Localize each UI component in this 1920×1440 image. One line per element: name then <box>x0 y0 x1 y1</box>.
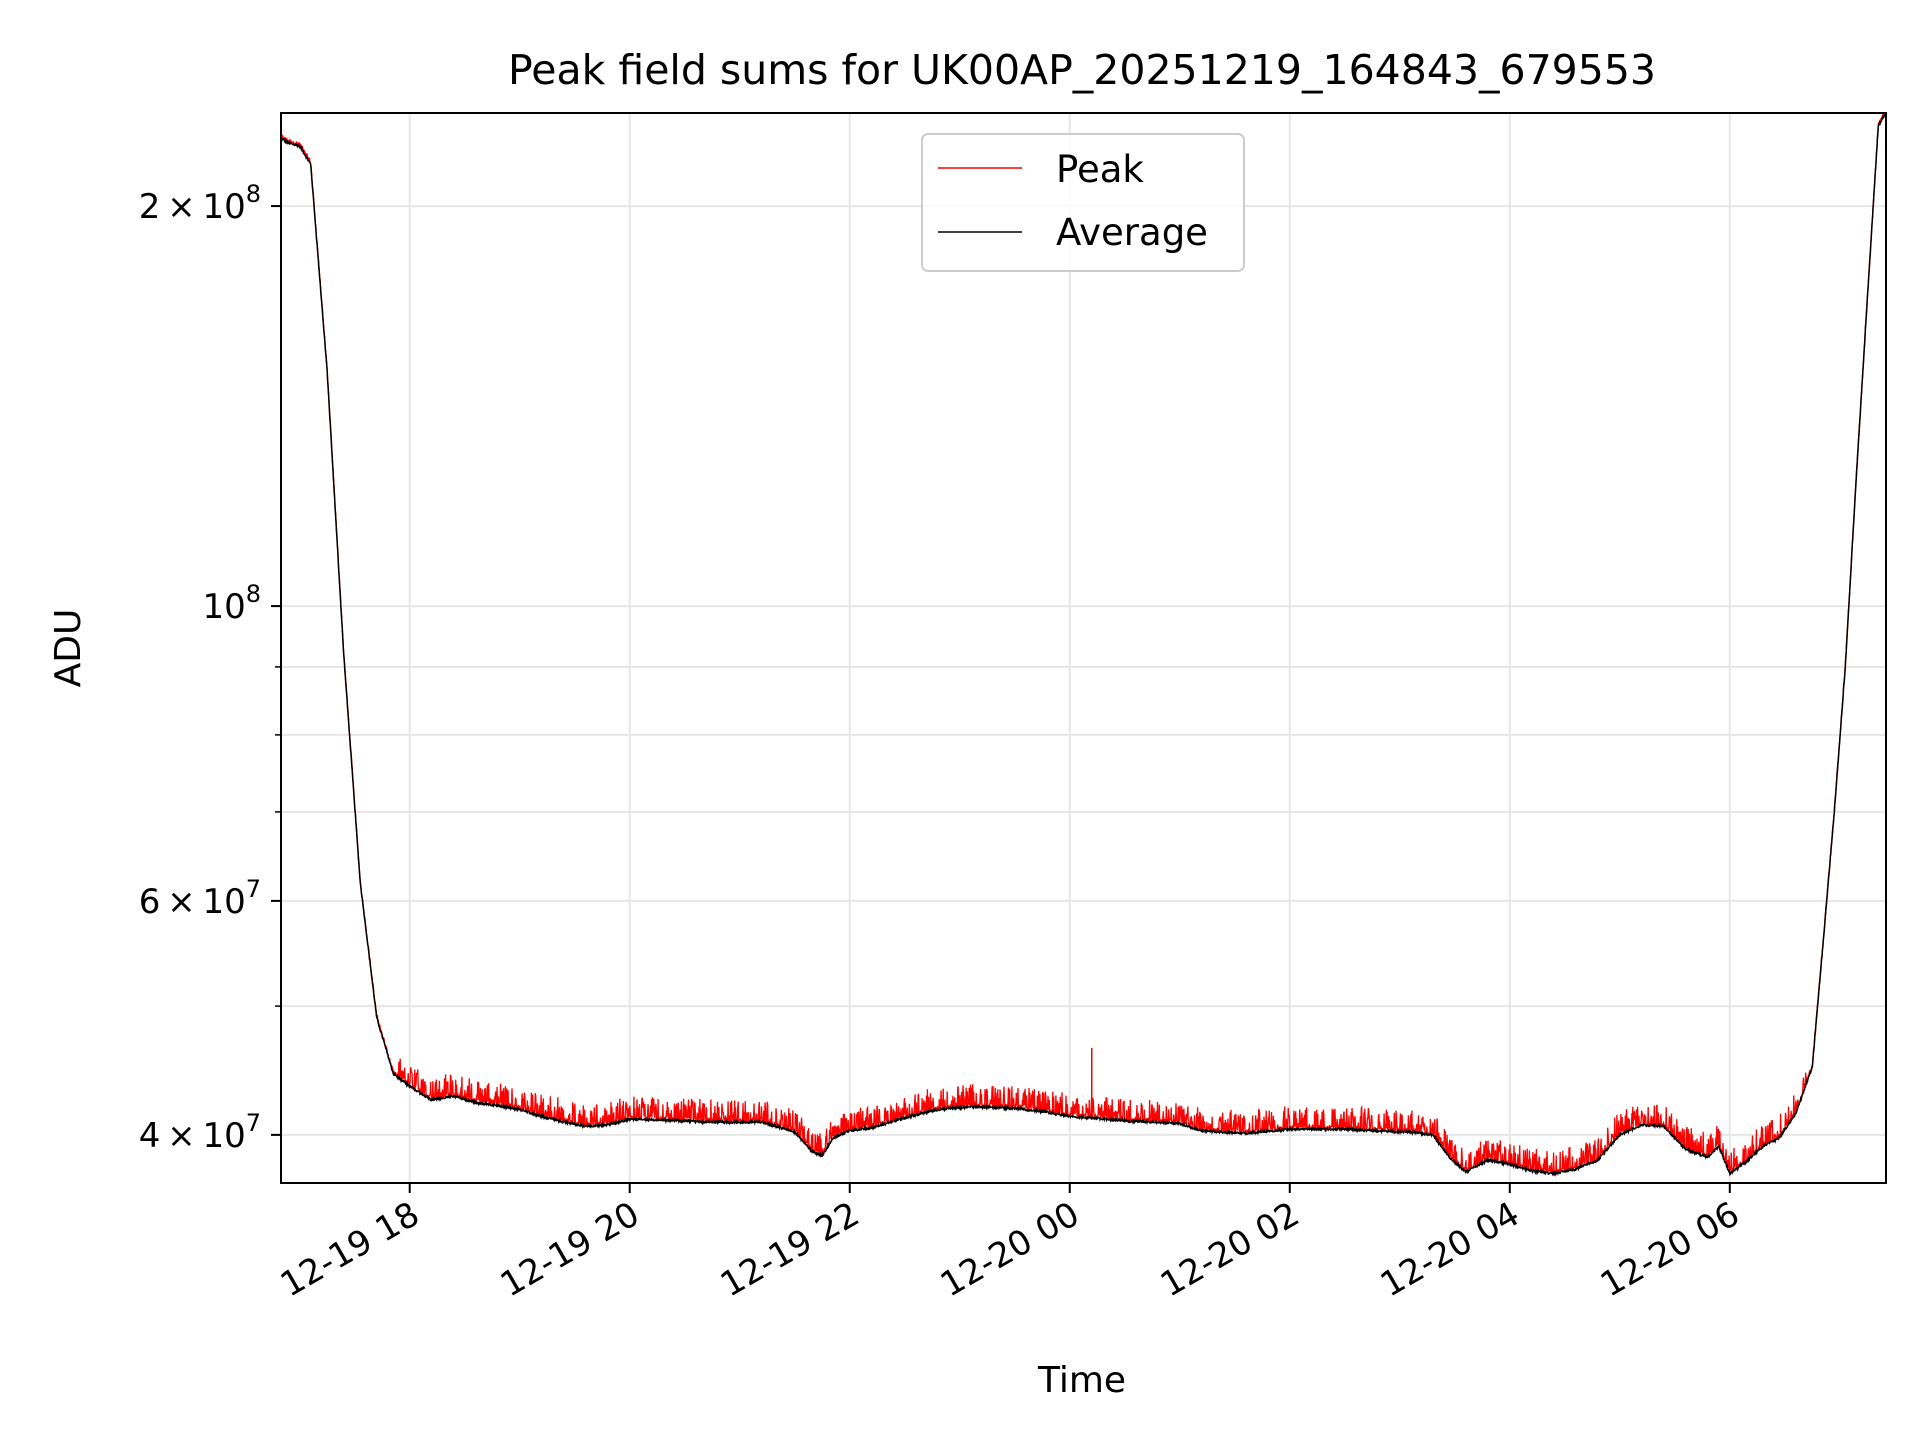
y-tick-label: 2 × 108 <box>139 180 261 227</box>
x-axis-label: Time <box>1037 1360 1126 1401</box>
legend: Peak Average <box>921 133 1245 272</box>
y-tick-label: 6 × 107 <box>139 875 261 922</box>
average-series-line <box>281 113 1886 1177</box>
series-layer <box>281 113 1886 1177</box>
plot-frame <box>280 112 1887 1184</box>
y-tick-label: 108 <box>202 580 261 627</box>
legend-average-label: Average <box>1056 211 1208 254</box>
grid-layer <box>281 113 1886 1183</box>
legend-peak-label: Peak <box>1056 148 1144 191</box>
chart-title: Peak field sums for UK00AP_20251219_1648… <box>508 46 1656 94</box>
y-tick-label: 4 × 107 <box>139 1109 261 1156</box>
y-axis-label: ADU <box>48 609 89 688</box>
